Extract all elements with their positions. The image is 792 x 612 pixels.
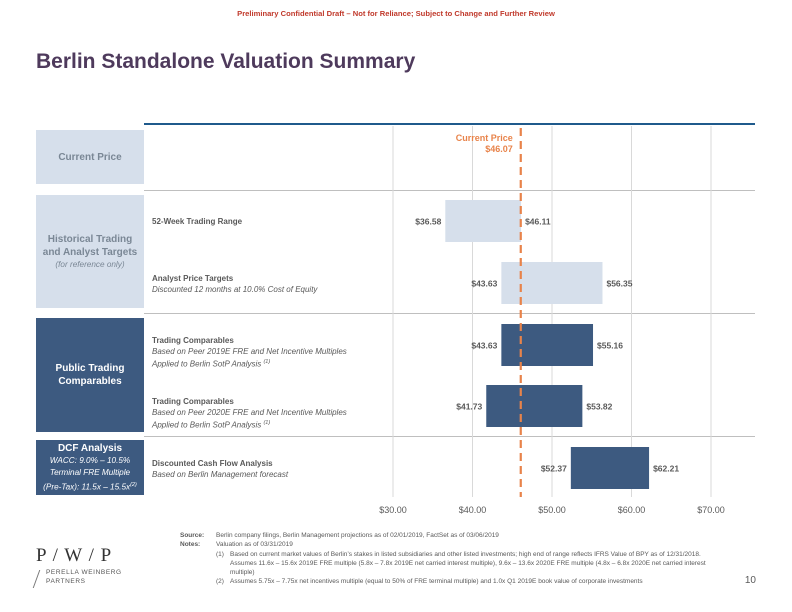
x-tick-label: $70.00 bbox=[697, 505, 725, 515]
high-value-label: $56.35 bbox=[606, 279, 632, 289]
header-rule bbox=[144, 123, 755, 125]
draft-notice: Preliminary Confidential Draft – Not for… bbox=[237, 9, 555, 18]
range-bar bbox=[570, 447, 650, 489]
logo-line1: PERELLA WEINBERG bbox=[46, 569, 122, 576]
category-line: WACC: 9.0% – 10.5% bbox=[49, 455, 131, 465]
category-dcf: DCF Analysis WACC: 9.0% – 10.5% Terminal… bbox=[36, 440, 144, 495]
row-label: Discounted Cash Flow Analysis Based on B… bbox=[152, 459, 289, 479]
section-divider bbox=[144, 436, 755, 437]
source-text: Berlin company filings, Berlin Managemen… bbox=[216, 532, 499, 539]
high-value-label: $53.82 bbox=[586, 402, 612, 412]
row-label: 52-Week Trading Range bbox=[152, 217, 243, 226]
high-value-label: $46.11 bbox=[525, 217, 551, 227]
section-divider bbox=[144, 190, 755, 191]
low-value-label: $36.58 bbox=[415, 217, 441, 227]
category-subtitle: (for reference only) bbox=[55, 259, 125, 269]
note-number: (1) bbox=[216, 550, 224, 558]
current-price-label: Current Price bbox=[456, 133, 513, 143]
page-title: Berlin Standalone Valuation Summary bbox=[36, 50, 416, 73]
range-bar bbox=[501, 262, 603, 304]
section-divider bbox=[144, 313, 755, 314]
notes-text: Valuation as of 03/31/2019 bbox=[216, 541, 293, 548]
high-value-label: $62.21 bbox=[653, 464, 679, 474]
category-public-comps: Public Trading Comparables bbox=[36, 318, 144, 432]
category-title: DCF Analysis bbox=[57, 442, 123, 454]
row-label: Analyst Price Targets Discounted 12 mont… bbox=[152, 274, 318, 294]
high-value-label: $55.16 bbox=[597, 341, 623, 351]
category-line: Terminal FRE Multiple bbox=[49, 467, 131, 477]
range-bar bbox=[501, 324, 594, 366]
low-value-label: $43.63 bbox=[471, 279, 497, 289]
logo-line2: PARTNERS bbox=[46, 578, 86, 585]
current-price-value: $46.07 bbox=[485, 144, 513, 154]
category-title: Public Trading Comparables bbox=[55, 363, 125, 387]
range-bar bbox=[445, 200, 522, 242]
row-label: Trading Comparables Based on Peer 2019E … bbox=[152, 336, 347, 369]
category-current-price: Current Price bbox=[36, 130, 144, 184]
low-value-label: $41.73 bbox=[456, 402, 482, 412]
note-number: (2) bbox=[216, 578, 224, 585]
category-line: (Pre-Tax): 11.5x – 15.5x(2) bbox=[43, 481, 137, 492]
source-label: Source: bbox=[180, 532, 205, 539]
company-logo: P / W / P PERELLA WEINBERG PARTNERS bbox=[32, 545, 146, 595]
low-value-label: $43.63 bbox=[471, 341, 497, 351]
x-tick-label: $40.00 bbox=[459, 505, 487, 515]
logo-mark: P / W / P bbox=[36, 545, 113, 566]
note-text: Based on current market values of Berlin… bbox=[230, 550, 706, 576]
x-tick-label: $50.00 bbox=[538, 505, 566, 515]
low-value-label: $52.37 bbox=[541, 464, 567, 474]
x-tick-label: $60.00 bbox=[618, 505, 646, 515]
row-label: Trading Comparables Based on Peer 2020E … bbox=[152, 397, 347, 430]
category-title: Historical Trading and Analyst Targets bbox=[42, 233, 138, 258]
x-tick-label: $30.00 bbox=[379, 505, 407, 515]
range-bar bbox=[486, 385, 583, 427]
page-number: 10 bbox=[744, 575, 756, 586]
note-text: Assumes 5.75x – 7.75x net incentives mul… bbox=[230, 578, 643, 585]
category-historical: Historical Trading and Analyst Targets (… bbox=[36, 195, 144, 308]
notes-label: Notes: bbox=[180, 541, 201, 548]
category-title: Current Price bbox=[58, 151, 122, 163]
